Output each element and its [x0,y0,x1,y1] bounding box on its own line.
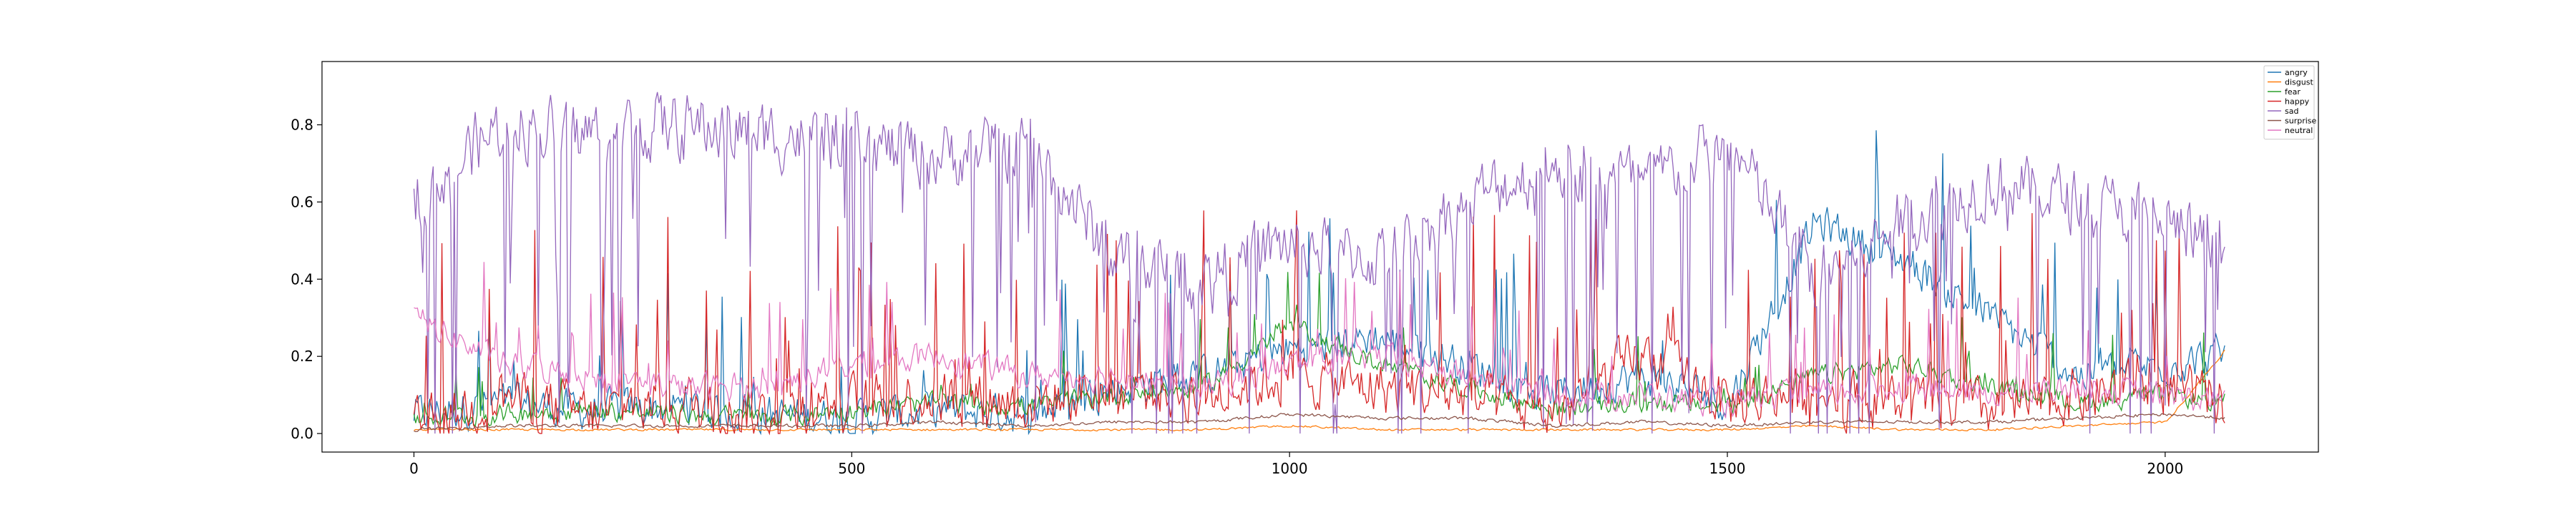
y-tick-label: 0.2 [291,348,313,365]
series-layer [413,92,2225,436]
legend-label-sad: sad [2285,107,2298,116]
plot-frame [321,61,2319,453]
legend-label-fear: fear [2285,87,2301,97]
legend-label-neutral: neutral [2285,126,2313,135]
legend-label-happy: happy [2285,97,2310,107]
x-tick-label: 500 [838,460,865,477]
x-tick-label: 2000 [2147,460,2183,477]
series-line-surprise [414,413,2225,433]
y-tick-label: 0.8 [291,116,313,133]
series-line-neutral [414,262,2225,419]
y-tick-label: 0.6 [291,193,313,210]
legend-label-disgust: disgust [2285,78,2313,87]
legend-label-angry: angry [2285,68,2308,77]
x-tick-label: 1500 [1709,460,1746,477]
x-tick-label: 1000 [1272,460,1308,477]
series-line-sad [413,92,2225,434]
y-tick-label: 0.4 [291,270,313,288]
y-tick-label: 0.0 [291,425,313,442]
series-line-angry [413,130,2225,436]
series-line-fear [413,272,2225,428]
series-line-disgust [414,349,2225,432]
legend-label-surprise: surprise [2285,117,2317,126]
axes-layer: 0 500 1000 1500 2000 0.0 0.2 0.4 0.6 0.8 [291,116,2183,477]
x-tick-label: 0 [409,460,419,477]
series-line-happy [413,210,2225,436]
